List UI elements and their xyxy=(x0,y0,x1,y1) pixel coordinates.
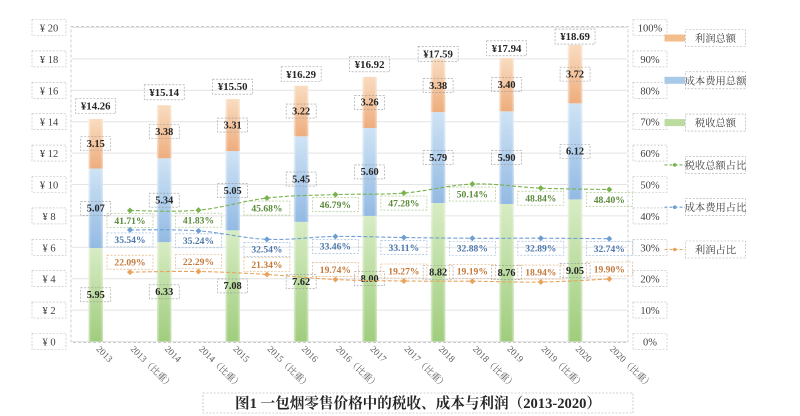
svg-text:3.15: 3.15 xyxy=(87,139,105,150)
svg-text:21.34%: 21.34% xyxy=(251,260,282,271)
svg-text:5.79: 5.79 xyxy=(429,153,447,164)
svg-text:利润占比: 利润占比 xyxy=(695,244,736,257)
svg-text:33.11%: 33.11% xyxy=(389,243,420,254)
svg-text:¥ 2: ¥ 2 xyxy=(42,306,55,317)
svg-text:3.40: 3.40 xyxy=(498,80,516,91)
svg-text:20%: 20% xyxy=(640,275,660,286)
svg-text:47.28%: 47.28% xyxy=(388,198,419,209)
svg-text:70%: 70% xyxy=(640,118,660,129)
svg-text:5.05: 5.05 xyxy=(224,186,242,197)
svg-text:¥17.59: ¥17.59 xyxy=(423,48,453,60)
svg-text:¥ 14: ¥ 14 xyxy=(40,118,59,129)
svg-text:7.62: 7.62 xyxy=(292,277,310,288)
svg-text:80%: 80% xyxy=(640,86,660,97)
svg-text:40%: 40% xyxy=(640,212,660,223)
svg-text:¥ 18: ¥ 18 xyxy=(40,55,58,66)
svg-text:税收总额: 税收总额 xyxy=(695,117,737,130)
svg-text:¥ 20: ¥ 20 xyxy=(40,24,58,35)
svg-text:5.07: 5.07 xyxy=(87,204,105,215)
svg-text:¥17.94: ¥17.94 xyxy=(492,43,522,55)
svg-text:3.22: 3.22 xyxy=(292,106,310,117)
svg-text:6.12: 6.12 xyxy=(566,147,584,158)
svg-text:3.26: 3.26 xyxy=(361,98,379,109)
svg-text:10%: 10% xyxy=(640,306,660,317)
svg-text:图1 一包烟零售价格中的税收、成本与利润（2013-2020: 图1 一包烟零售价格中的税收、成本与利润（2013-2020） xyxy=(235,394,601,412)
svg-text:¥ 6: ¥ 6 xyxy=(42,243,55,254)
svg-text:5.60: 5.60 xyxy=(361,167,379,178)
svg-text:22.29%: 22.29% xyxy=(183,257,214,268)
svg-text:100%: 100% xyxy=(638,24,663,35)
svg-text:50.14%: 50.14% xyxy=(457,189,488,200)
svg-text:¥ 4: ¥ 4 xyxy=(42,275,56,286)
svg-text:¥15.50: ¥15.50 xyxy=(218,81,248,93)
svg-text:18.94%: 18.94% xyxy=(525,267,556,278)
svg-text:7.08: 7.08 xyxy=(224,281,242,292)
svg-text:¥ 0: ¥ 0 xyxy=(42,338,55,349)
svg-text:35.24%: 35.24% xyxy=(183,236,214,247)
svg-text:¥16.29: ¥16.29 xyxy=(286,69,316,81)
svg-text:3.72: 3.72 xyxy=(566,69,584,80)
svg-text:41.83%: 41.83% xyxy=(183,215,214,226)
svg-text:19.74%: 19.74% xyxy=(320,265,351,276)
svg-text:税收总额占比: 税收总额占比 xyxy=(685,159,747,172)
svg-text:32.74%: 32.74% xyxy=(594,244,625,255)
svg-text:5.95: 5.95 xyxy=(87,290,105,301)
svg-text:成本费用占比: 成本费用占比 xyxy=(685,201,747,214)
svg-text:¥ 12: ¥ 12 xyxy=(40,149,58,160)
svg-text:41.71%: 41.71% xyxy=(114,216,145,227)
svg-text:45.68%: 45.68% xyxy=(251,203,282,214)
svg-text:9.05: 9.05 xyxy=(566,266,584,277)
svg-text:60%: 60% xyxy=(640,149,660,160)
svg-text:5.34: 5.34 xyxy=(155,196,173,207)
svg-text:33.46%: 33.46% xyxy=(320,242,351,253)
svg-text:¥ 10: ¥ 10 xyxy=(40,181,58,192)
svg-text:19.90%: 19.90% xyxy=(594,264,625,275)
svg-text:5.45: 5.45 xyxy=(292,174,310,185)
svg-text:3.31: 3.31 xyxy=(224,120,242,131)
svg-text:0%: 0% xyxy=(643,338,657,349)
svg-text:¥16.92: ¥16.92 xyxy=(355,59,385,71)
svg-text:32.89%: 32.89% xyxy=(525,244,556,255)
svg-text:¥ 16: ¥ 16 xyxy=(40,86,58,97)
svg-text:48.84%: 48.84% xyxy=(525,193,556,204)
svg-text:35.54%: 35.54% xyxy=(114,235,145,246)
svg-text:50%: 50% xyxy=(640,181,660,192)
svg-text:成本费用总额: 成本费用总额 xyxy=(685,74,747,87)
svg-text:3.38: 3.38 xyxy=(429,81,447,92)
svg-text:32.54%: 32.54% xyxy=(251,245,282,256)
svg-text:¥15.14: ¥15.14 xyxy=(149,87,179,99)
svg-text:46.79%: 46.79% xyxy=(320,200,351,211)
svg-text:¥14.26: ¥14.26 xyxy=(81,101,111,113)
svg-text:8.00: 8.00 xyxy=(361,274,379,285)
svg-text:30%: 30% xyxy=(640,243,660,254)
svg-text:19.27%: 19.27% xyxy=(388,266,419,277)
svg-text:5.90: 5.90 xyxy=(498,153,516,164)
svg-text:利润总额: 利润总额 xyxy=(695,32,737,45)
svg-text:48.40%: 48.40% xyxy=(594,195,625,206)
svg-text:22.09%: 22.09% xyxy=(114,257,145,268)
svg-text:90%: 90% xyxy=(640,55,660,66)
svg-text:19.19%: 19.19% xyxy=(457,267,488,278)
svg-text:32.88%: 32.88% xyxy=(457,244,488,255)
svg-text:3.38: 3.38 xyxy=(155,127,173,138)
svg-text:8.76: 8.76 xyxy=(498,268,516,279)
svg-text:¥ 8: ¥ 8 xyxy=(42,212,55,223)
svg-text:¥18.69: ¥18.69 xyxy=(560,31,590,43)
svg-text:8.82: 8.82 xyxy=(429,268,447,279)
svg-text:6.33: 6.33 xyxy=(155,287,173,298)
